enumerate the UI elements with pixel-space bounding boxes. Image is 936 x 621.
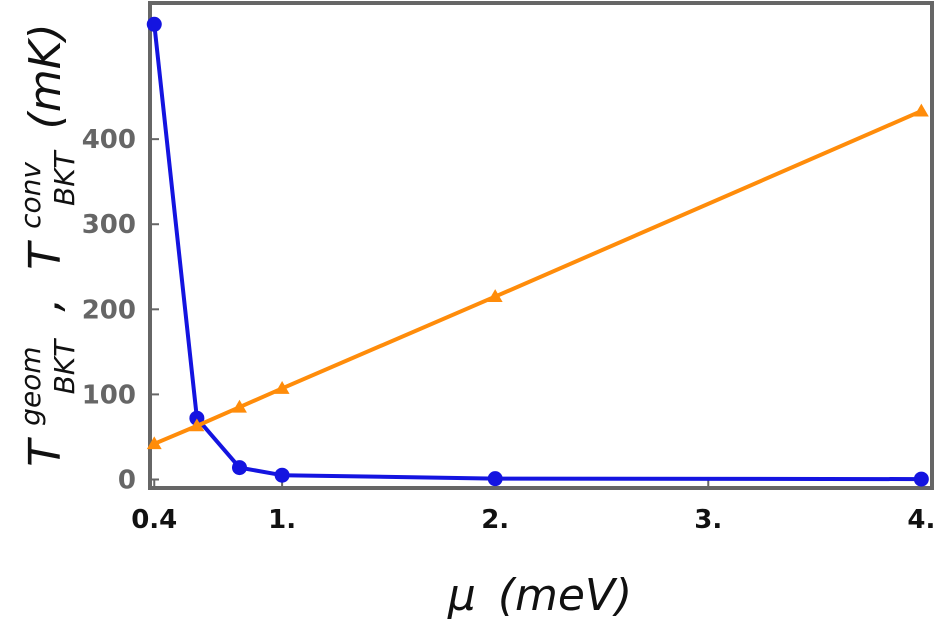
- y-axis-unit: (mK): [20, 23, 71, 129]
- svg-text:T geom BKT ,: T geom BKT , T conv BKT (mK): [0, 23, 85, 466]
- y-axis-t2-sup: conv: [14, 162, 47, 229]
- x-tick-label-3: 3.: [694, 505, 722, 535]
- series-0-point-5: [913, 471, 929, 487]
- plot-frame: [148, 1, 934, 490]
- ticks: 0.4 1. 2. 3. 4. 0 100 200 300 400: [82, 125, 936, 535]
- y-axis-t1-sup: geom: [14, 346, 47, 425]
- x-axis-title: μ (meV): [447, 570, 632, 621]
- y-tick-label-4: 400: [82, 125, 136, 155]
- x-axis-unit: (meV): [498, 570, 632, 621]
- y-axis-t2-sub: BKT: [48, 149, 81, 206]
- x-axis-symbol: μ: [447, 570, 476, 621]
- series-1-point-5: [913, 103, 929, 117]
- y-axis-title: T geom BKT , T conv BKT (mK): [0, 23, 85, 466]
- y-axis-t1-sub: BKT: [48, 338, 81, 395]
- series-1-line: [153, 109, 923, 446]
- x-tick-label-0: 0.4: [131, 505, 177, 535]
- series-0: [146, 16, 929, 487]
- series-1-point-1: [189, 418, 205, 432]
- series-0-point-1: [189, 410, 205, 426]
- y-tick-label-0: 0: [118, 465, 136, 495]
- series-0-point-0: [146, 16, 162, 32]
- series-0-point-2: [231, 460, 247, 476]
- y-axis-t1: T: [20, 437, 71, 467]
- series-layer: [146, 16, 929, 487]
- x-tick-label-1: 1.: [268, 505, 296, 535]
- x-tick-label-2: 2.: [481, 505, 509, 535]
- series-0-line: [152, 24, 922, 482]
- y-axis-t2: T: [20, 240, 71, 270]
- series-1: [146, 103, 929, 450]
- x-tick-label-4: 4.: [907, 505, 935, 535]
- y-axis-separator: ,: [20, 298, 71, 312]
- y-tick-label-1: 100: [82, 380, 136, 410]
- series-1-point-3: [274, 381, 290, 394]
- y-tick-label-2: 200: [82, 295, 136, 325]
- series-1-point-2: [232, 399, 247, 413]
- y-tick-label-3: 300: [82, 210, 136, 240]
- series-0-point-3: [274, 467, 290, 483]
- series-1-point-0: [146, 436, 162, 450]
- series-0-point-4: [487, 471, 503, 487]
- series-1-point-4: [487, 289, 503, 302]
